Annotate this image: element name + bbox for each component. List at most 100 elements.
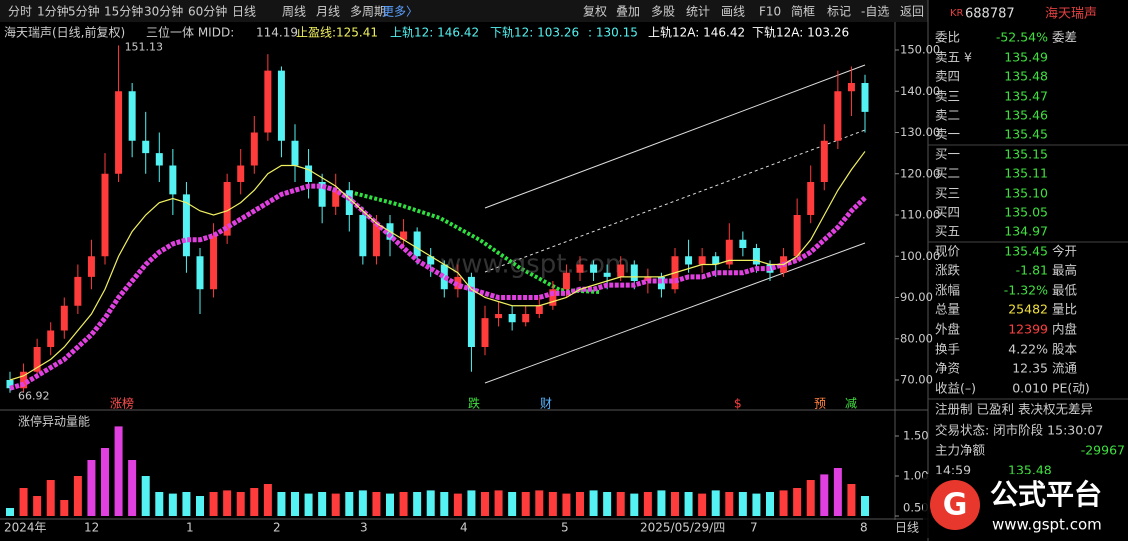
candle-body [834, 91, 842, 141]
candle-body [630, 264, 638, 281]
quote-label: 最低 [1052, 283, 1078, 298]
quote-label: 卖三 [935, 89, 960, 104]
candle-body [576, 264, 584, 273]
volume-bar [779, 490, 788, 516]
toolbar-tab[interactable]: 日线 [232, 5, 256, 19]
quote-label: 涨幅 [935, 283, 960, 298]
toolbar-tab[interactable]: 5分钟 [68, 4, 100, 19]
volume-bar [616, 492, 625, 516]
volume-bar [331, 493, 340, 516]
toolbar-tab[interactable]: 月线 [316, 5, 340, 19]
toolbar-button[interactable]: -自选 [861, 5, 889, 19]
candle-body [712, 256, 720, 265]
volume-bar [576, 492, 584, 516]
tags: 注册制 已盈利 表决权无差异 [935, 402, 1093, 417]
quote-label: 外盘 [935, 322, 960, 337]
indicator-value: : 130.15 [588, 26, 638, 40]
toolbar-tab[interactable]: 周线 [282, 5, 306, 19]
quote-value: -1.32% [1004, 283, 1048, 298]
volume-bar [440, 492, 449, 516]
x-tick-label: 7 [750, 521, 758, 535]
toolbar-button[interactable]: 画线 [721, 5, 745, 19]
quote-value: 135.45 [1004, 244, 1048, 259]
candle-body [87, 256, 95, 277]
volume-bar [372, 492, 381, 516]
volume-bar [236, 492, 245, 516]
logo-glyph: G [943, 488, 968, 523]
y-tick-label: 140.00 [900, 84, 940, 98]
candle-body [128, 91, 136, 141]
toolbar-button[interactable]: 叠加 [616, 5, 640, 19]
volume-bar [128, 460, 137, 516]
x-tick-label: 2 [273, 521, 281, 535]
toolbar-button[interactable]: 返回 [900, 5, 924, 19]
stock-label: 海天瑞声(日线,前复权) [4, 25, 125, 40]
toolbar-button[interactable]: 简框 [791, 5, 815, 19]
quote-label: 最高 [1052, 263, 1077, 278]
volume-bar [603, 492, 612, 516]
flow-value: -29967 [1081, 443, 1125, 458]
candle-body [481, 318, 489, 347]
toolbar-button[interactable]: 复权 [583, 5, 607, 19]
quote-label: 总量 [935, 302, 960, 317]
quote-label: 委差 [1052, 30, 1077, 45]
quote-label: 卖五 ¥ [935, 50, 972, 65]
quote-value: 0.010 [1012, 381, 1048, 396]
toolbar-button[interactable]: 标记 [827, 5, 851, 19]
quote-label: PE(动) [1052, 381, 1090, 396]
quote-value: 135.15 [1004, 147, 1048, 162]
volume-bar [223, 490, 232, 516]
volume-bar [508, 492, 517, 516]
candle-body [549, 289, 557, 306]
candle-body [60, 305, 68, 331]
candle-body [847, 83, 855, 92]
volume-bar [46, 480, 55, 516]
indicator-value: 114.19 [256, 26, 298, 40]
x-tick-label: 4 [460, 521, 468, 535]
y-tick-label: 80.00 [900, 331, 933, 345]
toolbar-button[interactable]: 统计 [686, 5, 710, 19]
quote-value: -1.81 [1016, 263, 1048, 278]
x-tick-label: 2024年 [4, 521, 47, 535]
quote-value: 135.48 [1004, 69, 1048, 84]
indicator-line [9, 183, 867, 391]
event-tag: 涨榜 [110, 396, 134, 411]
toolbar-tab[interactable]: 更多〉 [382, 5, 418, 19]
x-tick-label: 1 [186, 521, 194, 535]
quote-value: 135.10 [1004, 186, 1048, 201]
toolbar-button[interactable]: 多股 [651, 5, 675, 19]
volume-bar [467, 490, 476, 516]
toolbar-tab[interactable]: 1分钟 [37, 4, 69, 19]
volume-bar [87, 460, 96, 516]
volume-bar [861, 496, 869, 516]
quote-value: 135.11 [1004, 166, 1048, 181]
volume-bar [847, 484, 856, 516]
candle-body [210, 235, 218, 290]
quote-value: 135.46 [1004, 108, 1048, 123]
event-tag: 预 [814, 397, 826, 411]
channel-upper [484, 64, 866, 209]
volume-bar [698, 493, 707, 516]
volume-bar [168, 493, 177, 516]
quote-value: 4.22% [1008, 342, 1048, 357]
candle-body [345, 190, 353, 215]
candle-body [372, 223, 380, 257]
candle-body [440, 264, 448, 290]
toolbar-tab[interactable]: 分时 [8, 5, 32, 19]
toolbar-tab[interactable]: 60分钟 [188, 4, 227, 19]
toolbar-tab[interactable]: 多周期 [350, 5, 386, 19]
x-tick-label: 12 [84, 521, 99, 535]
y-tick-label: 1.00 [903, 469, 929, 483]
channel-lower [484, 242, 866, 384]
volume-bar [73, 476, 82, 516]
volume-bar [33, 496, 42, 516]
candle-body [101, 173, 109, 257]
candle-body [6, 380, 14, 389]
volume-bar [291, 492, 299, 516]
toolbar-button[interactable]: F10 [759, 5, 781, 19]
toolbar-tab[interactable]: 30分钟 [144, 4, 183, 19]
toolbar-tab[interactable]: 15分钟 [104, 4, 143, 19]
x-tick-label: 日线 [895, 521, 919, 535]
y-tick-label: 120.00 [900, 166, 940, 180]
y-tick-label: 100.00 [900, 249, 940, 263]
